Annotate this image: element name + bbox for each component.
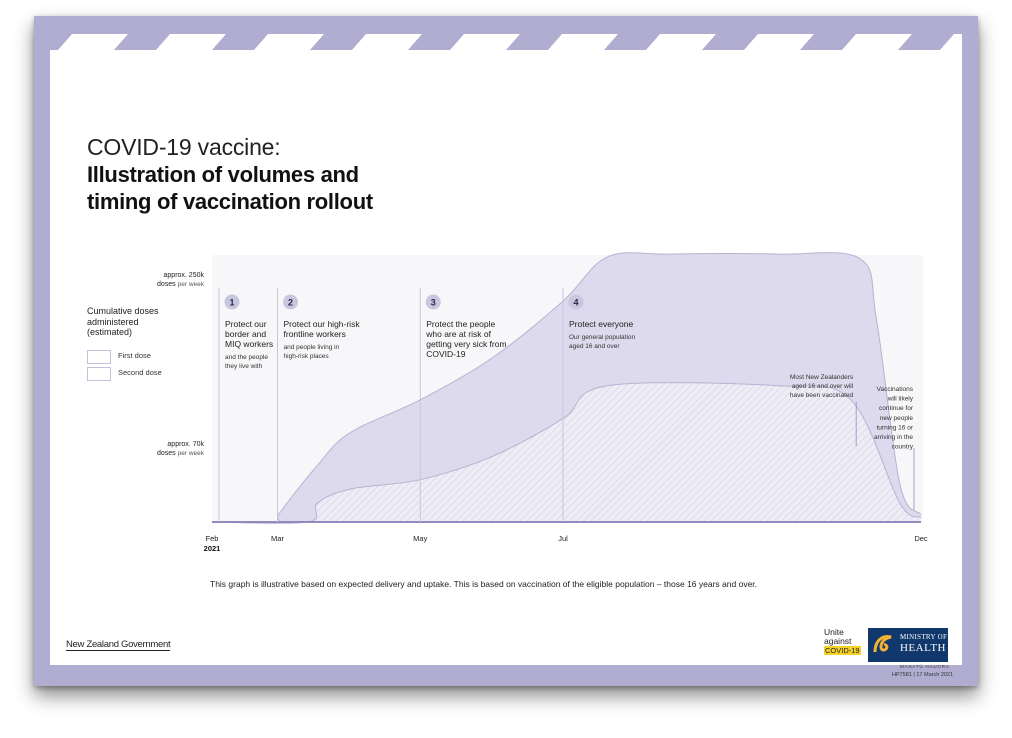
y-tick-label: approx. 250k	[164, 272, 205, 279]
phase-title-line: COVID-19	[426, 349, 465, 359]
moh-line2: HEALTH	[900, 642, 946, 654]
ministry-of-health-logo: MINISTRY OF HEALTH	[868, 628, 948, 662]
unite-against-covid-logo: Unite against COVID-19	[824, 628, 870, 655]
line-second-dose	[211, 382, 922, 524]
phase-sub-line: Our general population	[569, 334, 636, 341]
moh-line1: MINISTRY OF	[900, 633, 948, 641]
y-tick-unit-prefix: doses	[157, 450, 178, 457]
y-tick-unit: doses per week	[157, 450, 205, 457]
title-light: COVID-19 vaccine:	[87, 134, 281, 160]
x-year-label: 2021	[204, 544, 221, 553]
phase-sub-line: they live with	[225, 363, 263, 370]
annotation-line: continue for	[879, 405, 914, 412]
stripe-segment	[940, 34, 962, 50]
poster-frame: COVID-19 vaccine: Illustration of volume…	[34, 16, 978, 686]
phase-badge	[425, 294, 441, 310]
poster-panel: COVID-19 vaccine: Illustration of volume…	[50, 50, 962, 669]
legend-title-line: administered	[87, 316, 139, 327]
phase-badge	[283, 294, 299, 310]
annotation-line: aged 16 and over will	[792, 383, 854, 390]
unite-highlight: COVID-19	[824, 646, 861, 655]
stripe-segment	[352, 34, 422, 50]
phase-number: 1	[230, 298, 235, 308]
legend-title: Cumulative doses administered (estimated…	[87, 306, 159, 338]
stripe-segment	[744, 34, 814, 50]
y-tick-unit-prefix: doses	[157, 281, 178, 288]
legend-swatch-first-dose	[87, 350, 111, 364]
phase-badge	[568, 294, 584, 310]
phase-sub-line: aged 16 and over	[569, 343, 620, 350]
phase-badge	[224, 294, 240, 310]
stripe-segment	[548, 34, 618, 50]
unite-line: against	[824, 636, 852, 646]
phase-sub-line: and people living in	[284, 344, 340, 351]
annotation-line: new people	[880, 415, 914, 422]
stripe-segment	[842, 34, 912, 50]
x-tick-label: May	[413, 534, 427, 543]
annotation-line: Most New Zealanders	[790, 374, 854, 381]
unite-line: Unite	[824, 627, 844, 637]
legend-label-first-dose: First dose	[118, 351, 151, 360]
stripe-segment	[450, 34, 520, 50]
title-bold-line1: Illustration of volumes and	[87, 162, 359, 187]
annotation-line: turning 16 or	[877, 424, 914, 431]
area-second-dose	[212, 382, 921, 524]
phase-title-line: Protect everyone	[569, 319, 634, 329]
stripe-segment	[254, 34, 324, 50]
legend-title-line: Cumulative doses	[87, 306, 159, 316]
annotation-line: will likely	[887, 396, 914, 403]
stripe-segment	[58, 34, 128, 50]
koru-icon	[873, 635, 892, 653]
annotation-line: have been vaccinated	[790, 392, 854, 399]
phase-title-line: frontline workers	[284, 329, 346, 339]
title-bold: Illustration of volumes and timing of va…	[87, 161, 373, 215]
legend-title-line: (estimated)	[87, 327, 133, 337]
y-tick-unit: doses per week	[157, 281, 205, 288]
phase-title-line: border and	[225, 329, 266, 339]
y-tick-unit-suffix: per week	[178, 281, 205, 288]
phase-title-line: Protect our high-risk	[284, 319, 361, 329]
y-tick-label: approx. 70k	[167, 441, 204, 448]
nz-government-logo: New Zealand Government	[66, 639, 171, 651]
document-reference: HP7581 | 17 March 2021	[892, 672, 954, 678]
stripe-segment	[646, 34, 716, 50]
x-tick-label: Feb	[206, 534, 219, 543]
x-tick-label: Mar	[271, 534, 284, 543]
phase-number: 2	[288, 298, 293, 308]
phase-number: 4	[573, 298, 578, 308]
line-first-dose	[211, 252, 922, 524]
moh-subtitle: MANATŪ HAUORA	[900, 664, 950, 669]
legend-label-second-dose: Second dose	[118, 368, 162, 377]
x-tick-label: Dec	[914, 534, 928, 543]
phase-title-line: Protect our	[225, 319, 267, 329]
decorative-stripes	[50, 34, 962, 50]
annotation-line: Vaccinations	[877, 386, 914, 393]
phase-title-line: getting very sick from	[426, 339, 506, 349]
annotation-line: country	[892, 444, 914, 451]
footnote: This graph is illustrative based on expe…	[210, 579, 758, 589]
phase-sub-line: and the people	[225, 354, 268, 361]
phase-title-line: Protect the people	[426, 319, 495, 329]
y-tick-unit-suffix: per week	[178, 450, 205, 457]
phase-sub-line: high-risk places	[284, 353, 330, 360]
stripe-segment	[156, 34, 226, 50]
phase-number: 3	[431, 298, 436, 308]
phase-title-line: MIQ workers	[225, 339, 273, 349]
legend-swatch-second-dose	[87, 367, 111, 381]
x-tick-label: Jul	[558, 534, 568, 543]
phase-title-line: who are at risk of	[425, 329, 491, 339]
annotation-line: arriving in the	[874, 434, 913, 441]
title-bold-line2: timing of vaccination rollout	[87, 189, 373, 214]
